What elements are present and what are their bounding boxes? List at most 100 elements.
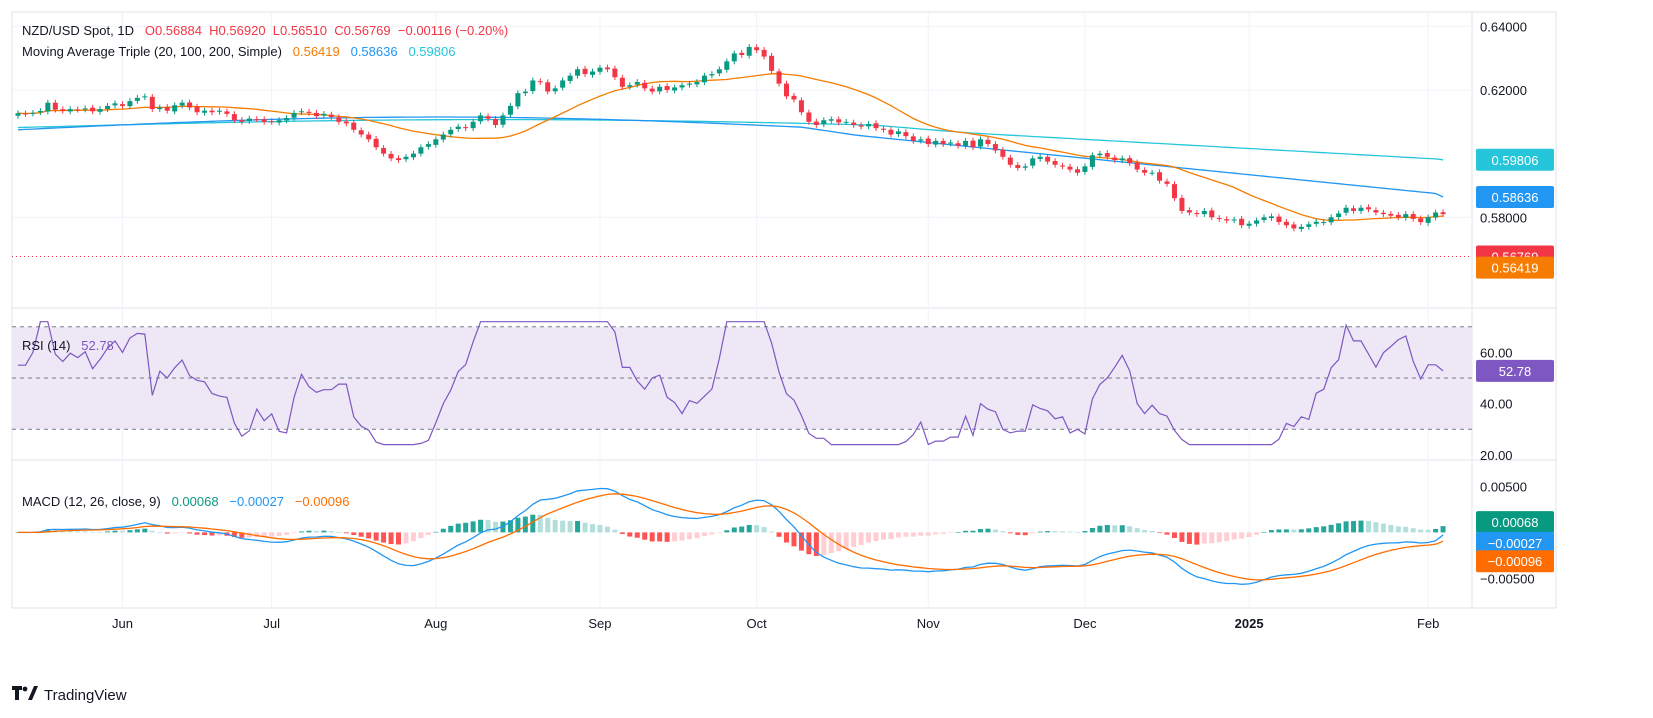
macd-histogram-bar: [1418, 529, 1424, 533]
candle-body: [1015, 165, 1021, 168]
macd-histogram-bar: [343, 532, 349, 534]
ma20-line: [17, 73, 1444, 221]
macd-histogram-bar: [134, 529, 140, 533]
candle-body: [1239, 218, 1245, 226]
macd-axis-tick: 0.00500: [1480, 479, 1527, 494]
macd-histogram-bar: [1179, 532, 1185, 542]
ma-legend: Moving Average Triple (20, 100, 200, Sim…: [22, 44, 455, 59]
macd-histogram-bar: [1321, 526, 1327, 533]
candle-body: [172, 105, 178, 112]
macd-histogram-bar: [903, 532, 909, 537]
macd-histogram-bar: [672, 532, 678, 542]
candle-body: [366, 134, 372, 140]
candle-body: [246, 118, 252, 122]
candle-body: [858, 125, 864, 127]
macd-histogram-bar: [1239, 532, 1245, 539]
macd-histogram-bar: [918, 532, 924, 536]
candle-body: [791, 95, 797, 100]
candle-body: [731, 53, 737, 62]
ma200-value: 0.59806: [408, 44, 456, 59]
candle-body: [45, 102, 51, 112]
candle-body: [604, 67, 610, 70]
candle-body: [597, 67, 603, 72]
candle-body: [985, 139, 991, 145]
candle-body: [388, 153, 394, 159]
candle-body: [866, 124, 872, 127]
macd-histogram-bar: [1433, 528, 1439, 533]
candle-body: [716, 69, 722, 74]
macd-histogram-bar: [1351, 521, 1357, 533]
macd-histogram-bar: [970, 530, 976, 533]
candle-body: [261, 119, 267, 122]
candle-body: [336, 117, 342, 122]
macd-histogram-bar: [522, 516, 528, 533]
macd-histogram-bar: [1007, 532, 1013, 534]
macd-histogram-bar: [858, 532, 864, 546]
macd-histogram-bar: [381, 532, 387, 543]
candle-body: [1037, 156, 1043, 159]
macd-histogram-bar: [105, 531, 111, 533]
candle-body: [97, 109, 103, 112]
candle-body: [1268, 216, 1274, 219]
macd-histogram-bar: [843, 532, 849, 549]
candle-body: [724, 61, 730, 70]
candle-body: [1313, 221, 1319, 224]
macd-histogram-bar: [328, 531, 334, 533]
macd-histogram-bar: [1104, 525, 1110, 533]
candle-body: [1395, 214, 1401, 218]
candle-body: [933, 140, 939, 145]
ma100-line: [17, 116, 1444, 198]
candle-body: [478, 115, 484, 122]
candle-body: [634, 82, 640, 85]
ma-label: Moving Average Triple (20, 100, 200, Sim…: [22, 44, 282, 59]
macd-histogram-bar: [358, 532, 364, 537]
candle-body: [925, 138, 931, 145]
candle-body: [1149, 172, 1155, 174]
price-axis-tick: 0.62000: [1480, 83, 1527, 98]
price-axis-tick: 0.58000: [1480, 210, 1527, 225]
candle-body: [37, 110, 43, 113]
candle-body: [1060, 165, 1066, 167]
macd-line: [17, 487, 1444, 585]
candle-body: [1298, 226, 1304, 229]
macd-histogram-bar: [985, 528, 991, 533]
candle-body: [612, 68, 618, 78]
x-axis-label-sep: Sep: [588, 616, 611, 631]
macd-histogram-bar: [127, 530, 133, 533]
candle-body: [1067, 166, 1073, 170]
candle-body: [1164, 181, 1170, 184]
macd-histogram-bar: [634, 532, 640, 538]
candle-body: [448, 129, 454, 135]
macd-histogram-bar: [873, 532, 879, 542]
macd-histogram-bar: [1171, 532, 1177, 538]
macd-histogram-bar: [194, 532, 200, 535]
candle-body: [1283, 221, 1289, 226]
candle-body: [381, 148, 387, 154]
x-axis-label-aug: Aug: [424, 616, 447, 631]
tradingview-branding[interactable]: TradingView: [12, 686, 127, 704]
candle-body: [701, 75, 707, 83]
macd-histogram-bar: [612, 529, 618, 533]
macd-histogram-bar: [791, 532, 797, 547]
candle-body: [948, 142, 954, 144]
x-axis-label-nov: Nov: [917, 616, 941, 631]
candle-body: [276, 120, 282, 123]
macd-histogram-bar: [269, 532, 275, 537]
macd-histogram-bar: [276, 532, 282, 536]
candle-body: [1291, 224, 1297, 229]
macd-histogram-bar: [888, 532, 894, 540]
candle-body: [627, 85, 633, 87]
macd-histogram-bar: [910, 532, 916, 537]
macd-histogram-bar: [992, 529, 998, 533]
rsi-legend: RSI (14) 52.78: [22, 338, 114, 353]
candle-body: [1022, 166, 1028, 168]
macd-histogram-bar: [261, 532, 267, 538]
macd-histogram-bar: [433, 531, 439, 533]
candle-body: [75, 109, 81, 111]
macd-histogram-bar: [1209, 532, 1215, 544]
macd-histogram-bar: [1224, 532, 1230, 542]
candle-body: [231, 114, 237, 121]
macd-histogram-bar: [463, 522, 469, 533]
macd-histogram-bar: [1134, 528, 1140, 533]
